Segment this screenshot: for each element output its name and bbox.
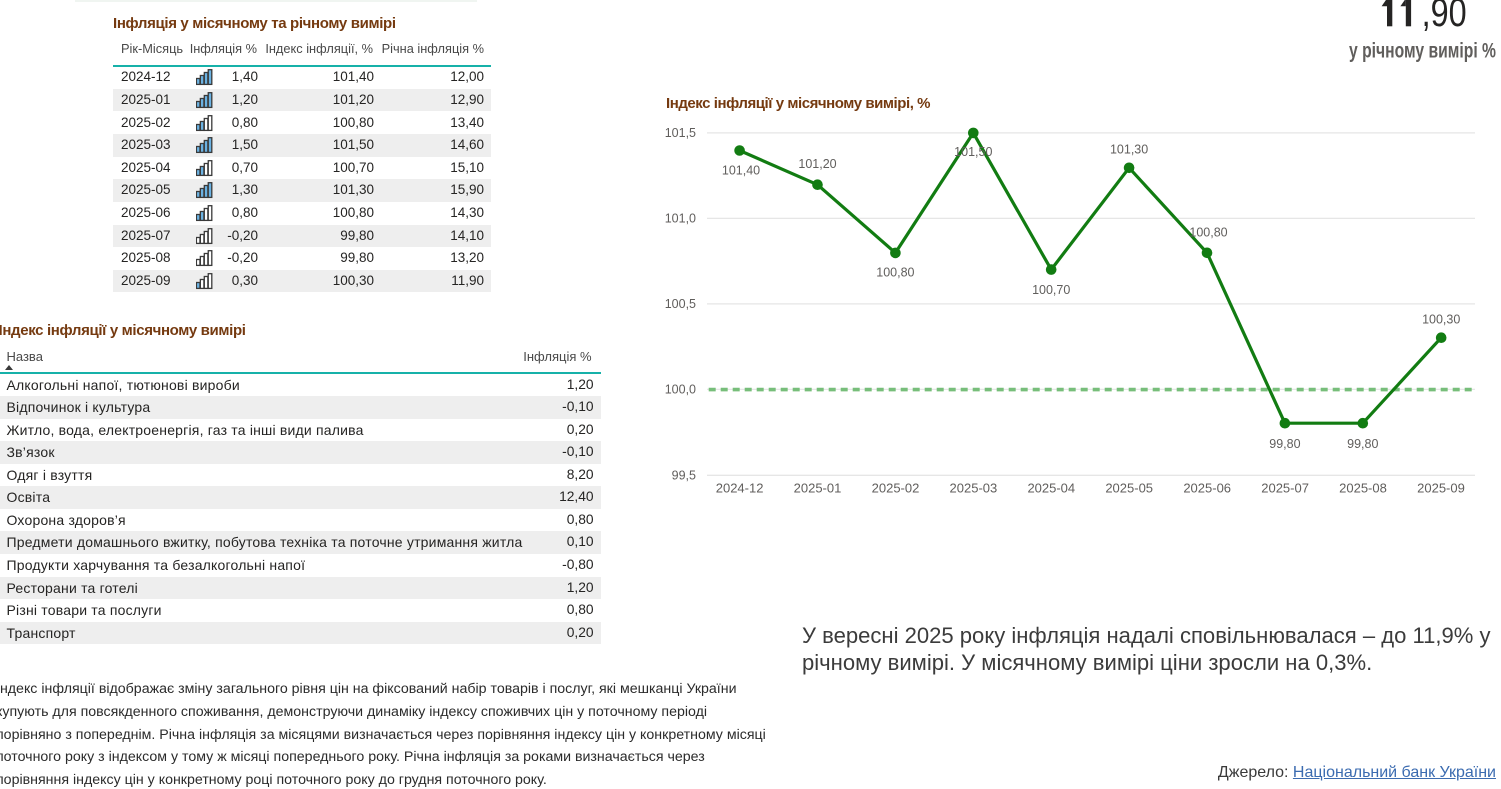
svg-text:101,5: 101,5 xyxy=(665,126,696,140)
svg-text:101,20: 101,20 xyxy=(798,157,836,171)
svg-text:2025-08: 2025-08 xyxy=(1339,481,1387,496)
svg-text:99,80: 99,80 xyxy=(1269,437,1300,451)
svg-text:2025-03: 2025-03 xyxy=(950,481,998,496)
svg-text:2025-06: 2025-06 xyxy=(1183,481,1231,496)
svg-text:101,0: 101,0 xyxy=(665,211,696,225)
svg-text:101,40: 101,40 xyxy=(722,164,760,178)
svg-text:у річному вимірі %: у річному вимірі % xyxy=(1349,38,1496,62)
svg-text:2025-01: 2025-01 xyxy=(794,481,842,496)
svg-text:100,80: 100,80 xyxy=(1189,226,1227,240)
svg-text:101,30: 101,30 xyxy=(1110,143,1148,157)
svg-text:100,70: 100,70 xyxy=(1032,283,1070,297)
svg-text:99,80: 99,80 xyxy=(1347,437,1378,451)
svg-text:2025-05: 2025-05 xyxy=(1105,481,1153,496)
svg-text:100,80: 100,80 xyxy=(876,265,914,279)
svg-text:100,5: 100,5 xyxy=(665,297,696,311)
svg-text:100,30: 100,30 xyxy=(1422,312,1460,326)
svg-text:2025-02: 2025-02 xyxy=(872,481,920,496)
svg-text:101,50: 101,50 xyxy=(954,145,992,159)
svg-text:2025-07: 2025-07 xyxy=(1261,481,1309,496)
svg-text:2025-04: 2025-04 xyxy=(1027,481,1075,496)
svg-text:99,5: 99,5 xyxy=(672,468,696,482)
svg-text:100,0: 100,0 xyxy=(665,382,696,396)
svg-text:2024-12: 2024-12 xyxy=(716,481,764,496)
svg-text:2025-09: 2025-09 xyxy=(1417,481,1465,496)
